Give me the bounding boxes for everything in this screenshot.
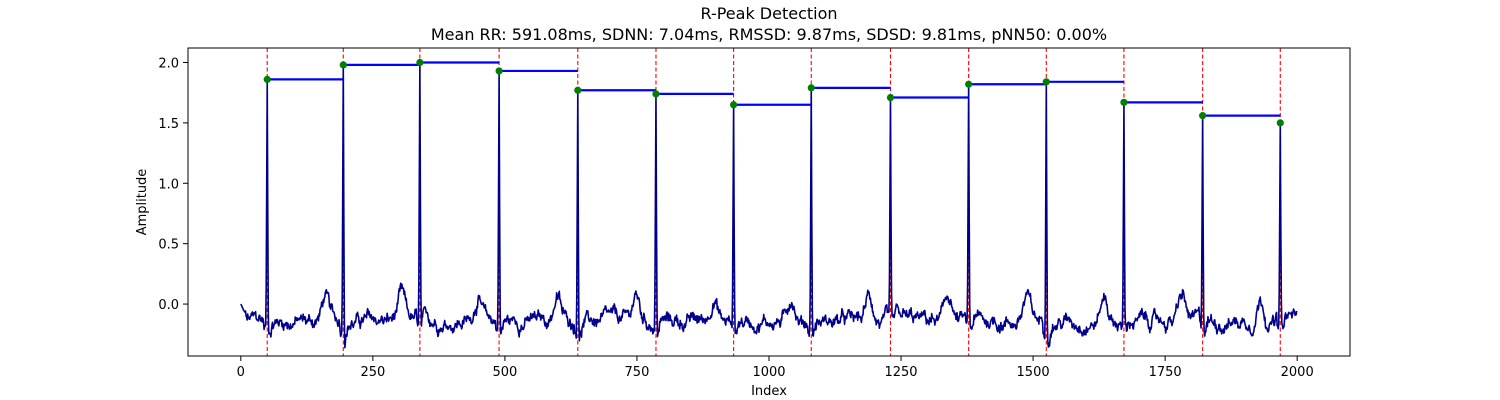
x-axis-ticks: 0 250 500 750 1000 1250 1500 1750 2000 [237,356,1314,380]
plot-frame [187,47,1351,357]
x-tick-label: 250 [360,365,385,380]
r-peak-point [263,75,271,84]
x-tick-label: 500 [492,365,517,380]
r-peak-point [339,61,347,69]
x-tick-label: 1000 [752,365,785,380]
y-tick-label: 1.5 [158,117,179,132]
r-peak-point [1042,78,1050,86]
r-peak-point [574,86,582,94]
x-tick-label: 750 [625,365,650,380]
x-tick-label: 1500 [1017,365,1050,380]
y-tick-label: 2.0 [158,56,179,71]
x-axis-label: Index [751,384,787,399]
r-peak-point [1199,112,1207,120]
r-peak-point [730,101,738,109]
y-tick-label: 0.5 [158,238,179,253]
y-tick-label: 0.0 [158,298,179,313]
y-axis-label: Amplitude [135,169,150,236]
r-peak-point [1120,98,1128,106]
x-tick-label: 2000 [1281,365,1314,380]
x-tick-label: 1750 [1149,365,1182,380]
r-peak-point [965,80,973,88]
plot-area [240,48,1298,356]
r-peak-point [886,93,895,102]
chart-subtitle: Mean RR: 591.08ms, SDNN: 7.04ms, RMSSD: … [431,25,1107,44]
r-peak-point [495,67,503,75]
x-tick-label: 0 [237,365,245,380]
ecg-signal-line [240,61,1298,349]
r-peak-point [652,90,660,98]
y-axis-ticks: 0.0 0.5 1.0 1.5 2.0 [158,56,188,313]
chart-title: R-Peak Detection [700,4,837,23]
r-peak-point [1276,119,1284,127]
r-peak-point [807,84,815,92]
y-tick-label: 1.0 [158,177,179,192]
x-tick-label: 1250 [884,365,917,380]
r-peak-point [416,58,424,67]
